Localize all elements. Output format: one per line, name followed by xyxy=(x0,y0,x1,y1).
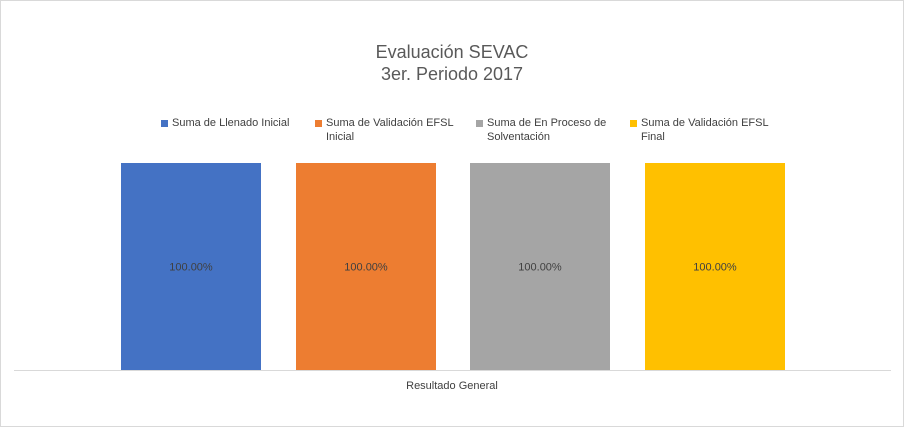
legend-label-validacion-inicial: Suma de Validación EFSL Inicial xyxy=(326,117,454,143)
legend-label-llenado-inicial: Suma de Llenado Inicial xyxy=(172,117,290,129)
legend-swatch-validacion-inicial xyxy=(315,120,322,127)
data-label-series-1: 100.00% xyxy=(169,262,213,274)
data-label-series-2: 100.00% xyxy=(344,262,388,274)
data-label-series-3: 100.00% xyxy=(518,262,562,274)
x-category-label: Resultado General xyxy=(406,380,498,392)
legend-swatch-llenado-inicial xyxy=(161,120,168,127)
bar-series-2 xyxy=(296,163,436,370)
chart-title: Evaluación SEVAC 3er. Periodo 2017 xyxy=(1,41,903,85)
legend-swatch-validacion-final xyxy=(630,120,637,127)
legend-swatch-en-proceso xyxy=(476,120,483,127)
bar-series-3 xyxy=(470,163,610,370)
chart-title-line-1: Evaluación SEVAC xyxy=(375,42,529,62)
bar-series-4 xyxy=(645,163,785,370)
legend-label-en-proceso: Suma de En Proceso de Solventación xyxy=(487,117,607,143)
legend-label-validacion-final: Suma de Validación EFSL Final xyxy=(641,117,769,143)
data-label-series-4: 100.00% xyxy=(693,262,737,274)
chart-title-line-2: 3er. Periodo 2017 xyxy=(380,64,524,84)
bar-series-1 xyxy=(121,163,261,370)
legend: Suma de Llenado Inicial Suma de Validaci… xyxy=(1,1,903,161)
